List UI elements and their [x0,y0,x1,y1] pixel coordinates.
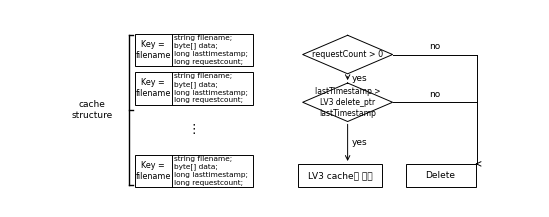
Text: lastTimestamp >
LV3 delete_ptr
lastTimestamp: lastTimestamp > LV3 delete_ptr lastTimes… [315,87,380,118]
FancyBboxPatch shape [298,164,382,187]
Text: string filename;
byte[] data;
long lasttimestamp;
long requestcount;: string filename; byte[] data; long lastt… [174,156,248,186]
Text: no: no [429,43,440,51]
Text: cache
structure: cache structure [71,100,113,120]
Text: yes: yes [351,74,367,83]
FancyBboxPatch shape [135,34,253,66]
Text: requestCount > 0: requestCount > 0 [312,50,383,59]
Text: string filename;
byte[] data;
long lasttimestamp;
long requestcount;: string filename; byte[] data; long lastt… [174,73,248,104]
FancyBboxPatch shape [406,164,475,187]
Text: Key =
filename: Key = filename [136,40,171,60]
FancyBboxPatch shape [135,155,253,187]
Text: yes: yes [351,138,367,147]
FancyBboxPatch shape [135,72,253,105]
Text: Delete: Delete [425,171,456,180]
Text: Key =
filename: Key = filename [136,161,171,181]
Text: ⋮: ⋮ [188,123,200,136]
Text: LV3 cache로 이동: LV3 cache로 이동 [307,171,372,180]
Text: string filename;
byte[] data;
long lasttimestamp;
long requestcount;: string filename; byte[] data; long lastt… [174,35,248,65]
Text: no: no [429,90,440,99]
Text: Key =
filename: Key = filename [136,78,171,99]
